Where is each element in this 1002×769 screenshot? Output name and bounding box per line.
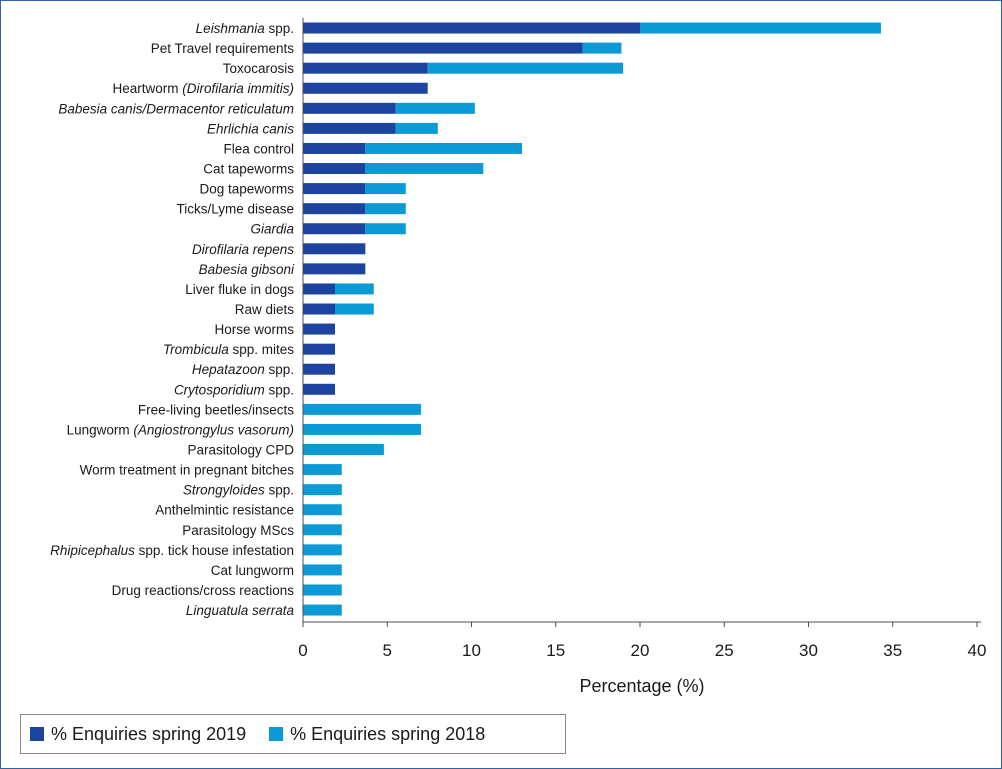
category-label: Heartworm (Dirofilaria immitis) xyxy=(112,81,294,96)
legend: % Enquiries spring 2019 % Enquiries spri… xyxy=(20,714,566,754)
bar-2018-9 xyxy=(365,203,406,215)
x-tick-label: 20 xyxy=(631,641,650,660)
bar-2019-10 xyxy=(303,223,366,235)
bar-2018-22 xyxy=(303,464,342,476)
category-label: Pet Travel requirements xyxy=(151,41,295,56)
bar-2018-24 xyxy=(303,504,342,516)
bar-2018-25 xyxy=(303,524,342,536)
legend-item-2018: % Enquiries spring 2018 xyxy=(269,724,485,745)
legend-label-2018: % Enquiries spring 2018 xyxy=(290,723,486,744)
bar-2019-5 xyxy=(303,122,396,134)
category-label: Worm treatment in pregnant bitches xyxy=(80,463,295,478)
category-label: Giardia xyxy=(250,222,294,237)
x-tick-label: 30 xyxy=(799,641,818,660)
bar-2018-1 xyxy=(582,42,622,54)
x-tick-label: 5 xyxy=(383,641,392,660)
bar-2018-29 xyxy=(303,604,342,616)
bar-2018-0 xyxy=(640,22,881,34)
bar-2018-2 xyxy=(427,62,624,74)
bar-2019-9 xyxy=(303,203,366,215)
category-label: Horse worms xyxy=(214,322,294,337)
bar-2018-7 xyxy=(365,163,484,175)
bar-2019-3 xyxy=(303,82,428,94)
category-label: Rhipicephalus spp. tick house infestatio… xyxy=(50,543,294,558)
category-label: Dirofilaria repens xyxy=(192,242,294,257)
bar-2018-21 xyxy=(303,444,384,456)
category-label: Raw diets xyxy=(235,302,295,317)
bar-2018-19 xyxy=(303,403,421,415)
legend-item-2019: % Enquiries spring 2019 xyxy=(30,724,246,745)
category-label: Leishmania spp. xyxy=(196,21,294,36)
category-label: Lungworm (Angiostrongylus vasorum) xyxy=(67,422,294,437)
category-label: Parasitology MScs xyxy=(182,523,294,538)
bar-2019-16 xyxy=(303,343,336,355)
bar-2019-2 xyxy=(303,62,428,74)
category-label: Linguatula serrata xyxy=(186,603,295,618)
bar-2019-18 xyxy=(303,383,336,395)
bar-2018-13 xyxy=(335,283,374,295)
bar-2019-0 xyxy=(303,22,640,34)
x-tick-label: 15 xyxy=(546,641,565,660)
bar-2019-17 xyxy=(303,363,336,375)
category-label: Parasitology CPD xyxy=(187,443,294,458)
category-label: Dog tapeworms xyxy=(199,182,294,197)
bar-2019-14 xyxy=(303,303,336,315)
category-label: Liver fluke in dogs xyxy=(185,282,294,297)
x-tick-label: 40 xyxy=(968,641,987,660)
bar-2018-5 xyxy=(395,122,438,134)
x-tick-label: 25 xyxy=(715,641,734,660)
bar-2019-8 xyxy=(303,183,366,195)
bar-2019-13 xyxy=(303,283,336,295)
bar-2019-1 xyxy=(303,42,583,54)
category-label: Ticks/Lyme disease xyxy=(176,202,294,217)
bar-2019-15 xyxy=(303,323,336,335)
category-label: Babesia canis/Dermacentor reticulatum xyxy=(58,101,294,116)
category-label: Hepatazoon spp. xyxy=(192,362,294,377)
bar-2019-4 xyxy=(303,102,396,114)
x-axis-title: Percentage (%) xyxy=(579,676,704,696)
category-label: Toxocarosis xyxy=(223,61,295,76)
category-label: Drug reactions/cross reactions xyxy=(112,583,295,598)
x-tick-label: 10 xyxy=(462,641,481,660)
category-label: Trombicula spp. mites xyxy=(163,342,294,357)
category-label: Crytosporidium spp. xyxy=(174,382,294,397)
category-label: Flea control xyxy=(223,141,294,156)
legend-label-2019: % Enquiries spring 2019 xyxy=(51,723,247,744)
category-label: Cat tapeworms xyxy=(203,162,294,177)
x-tick-label: 0 xyxy=(298,641,307,660)
category-label: Anthelmintic resistance xyxy=(155,503,294,518)
category-label: Ehrlichia canis xyxy=(207,121,294,136)
bar-2018-26 xyxy=(303,544,342,556)
bar-2019-6 xyxy=(303,142,366,154)
bar-2018-20 xyxy=(303,423,421,435)
category-label: Babesia gibsoni xyxy=(199,262,295,277)
bar-2018-10 xyxy=(365,223,406,235)
legend-swatch-2019 xyxy=(30,727,44,741)
category-label: Free-living beetles/insects xyxy=(138,402,294,417)
bar-2019-12 xyxy=(303,263,366,275)
bar-2019-11 xyxy=(303,243,366,255)
bar-2019-7 xyxy=(303,163,366,175)
bar-2018-4 xyxy=(395,102,475,114)
x-tick-label: 35 xyxy=(883,641,902,660)
bar-2018-8 xyxy=(365,183,406,195)
bar-2018-6 xyxy=(365,142,523,154)
bar-2018-23 xyxy=(303,484,342,496)
bar-2018-14 xyxy=(335,303,374,315)
category-label: Strongyloides spp. xyxy=(183,483,294,498)
bar-2018-27 xyxy=(303,564,342,576)
category-label: Cat lungworm xyxy=(211,563,294,578)
bar-2018-28 xyxy=(303,584,342,596)
legend-swatch-2018 xyxy=(269,727,284,741)
